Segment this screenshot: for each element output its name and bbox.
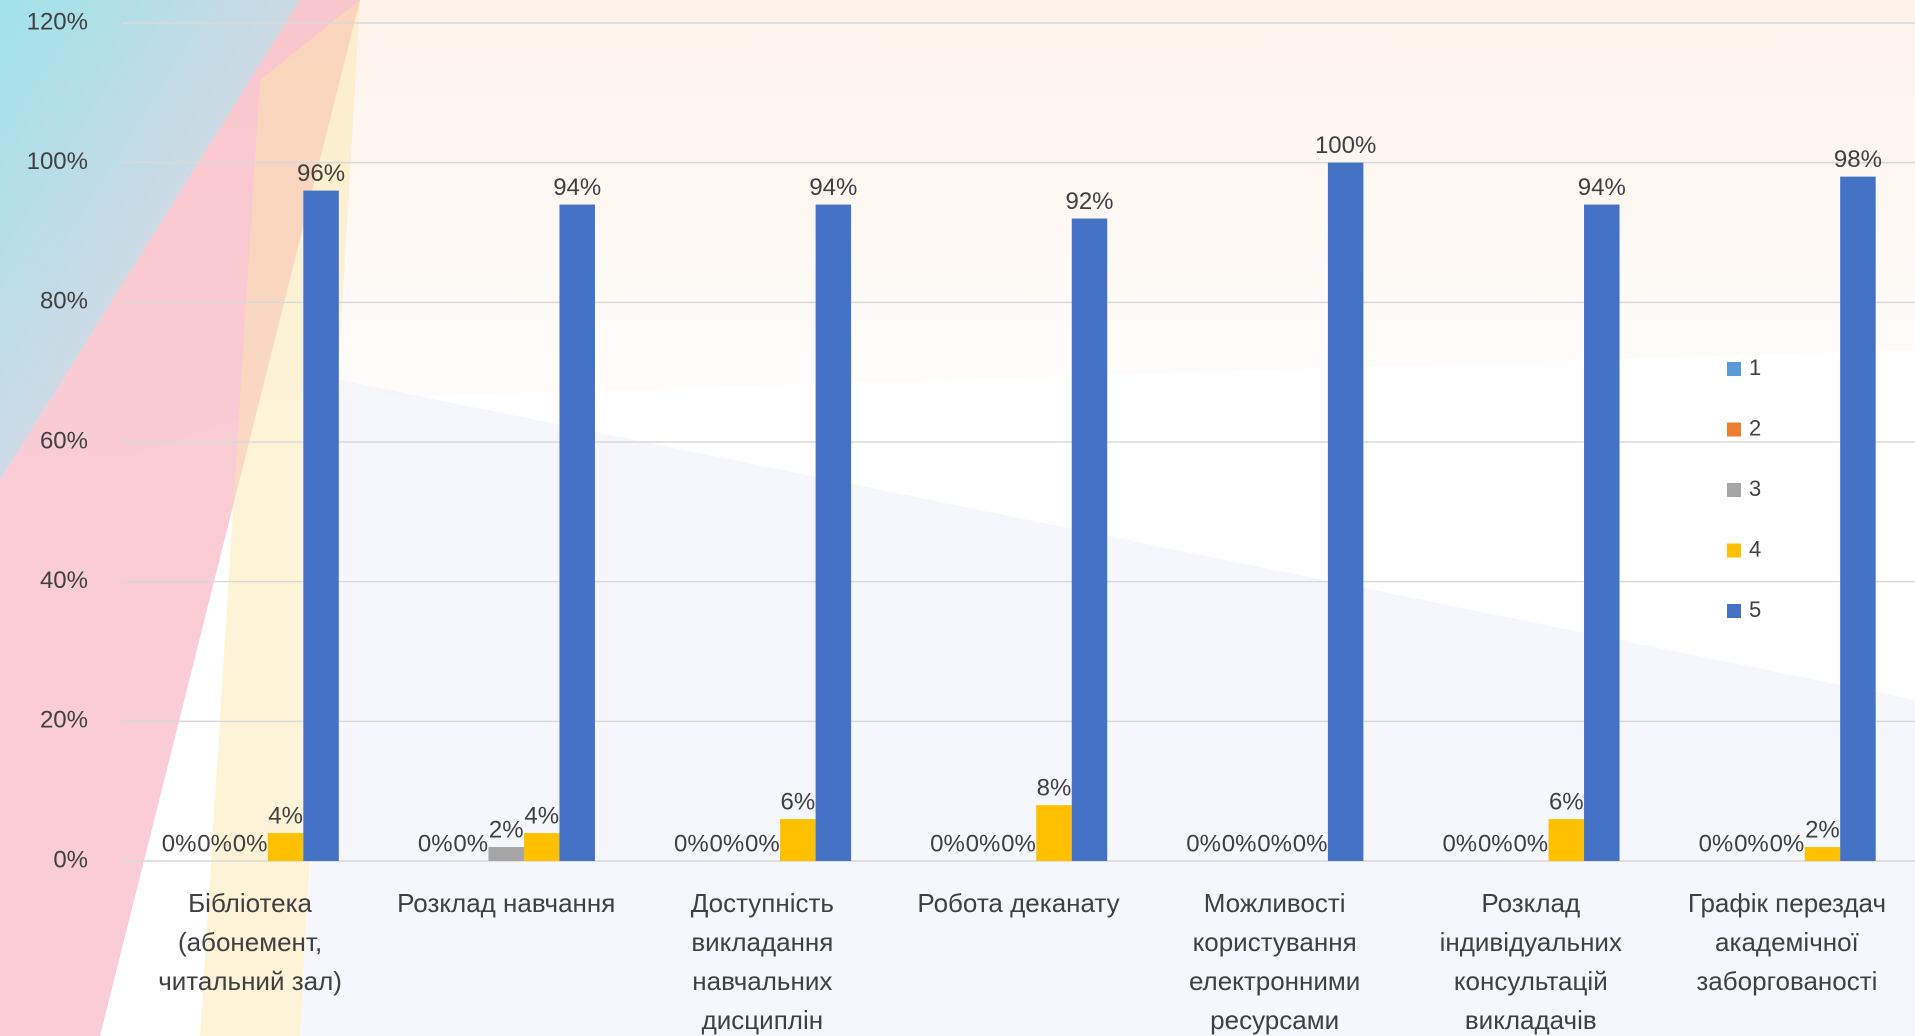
y-tick-label: 0% xyxy=(53,846,88,873)
background xyxy=(0,0,1915,1036)
data-label: 0% xyxy=(418,830,453,857)
y-tick-label: 60% xyxy=(40,427,88,454)
legend-label: 2 xyxy=(1749,415,1761,440)
data-label: 94% xyxy=(1578,174,1626,201)
legend-swatch xyxy=(1727,362,1741,376)
data-label: 0% xyxy=(1513,830,1548,857)
data-label: 4% xyxy=(268,802,303,829)
page: 0%20%40%60%80%100%120%0%0%0%4%96%0%0%2%4… xyxy=(0,0,1915,1036)
legend-swatch xyxy=(1727,604,1741,618)
bar xyxy=(1840,177,1876,861)
data-label: 0% xyxy=(233,830,268,857)
bar xyxy=(559,205,595,861)
data-label: 0% xyxy=(453,830,488,857)
x-tick-label: Бібліотека (абонемент, читальний зал) xyxy=(135,884,365,1001)
bar xyxy=(780,819,816,861)
data-label: 96% xyxy=(297,160,345,187)
y-tick-label: 100% xyxy=(27,148,88,175)
bar xyxy=(816,205,852,861)
y-tick-label: 40% xyxy=(40,567,88,594)
bar xyxy=(1805,847,1841,861)
legend-swatch xyxy=(1727,483,1741,497)
bar xyxy=(268,833,304,861)
data-label: 0% xyxy=(1293,830,1328,857)
data-label: 6% xyxy=(1549,788,1584,815)
data-label: 98% xyxy=(1834,146,1882,173)
x-tick-label: Розклад індивідуальних консультацій викл… xyxy=(1416,884,1646,1036)
bar xyxy=(1584,205,1620,861)
legend-label: 3 xyxy=(1749,476,1761,501)
data-label: 92% xyxy=(1065,188,1113,215)
data-label: 0% xyxy=(1770,830,1805,857)
data-label: 0% xyxy=(1257,830,1292,857)
data-label: 0% xyxy=(674,830,709,857)
data-label: 100% xyxy=(1315,132,1376,159)
data-label: 0% xyxy=(1186,830,1221,857)
legend-swatch xyxy=(1727,544,1741,558)
data-label: 6% xyxy=(781,788,816,815)
legend-swatch xyxy=(1727,423,1741,437)
y-tick-label: 120% xyxy=(27,8,88,35)
data-label: 94% xyxy=(809,174,857,201)
legend-label: 5 xyxy=(1749,597,1761,622)
data-label: 94% xyxy=(553,174,601,201)
data-label: 0% xyxy=(197,830,232,857)
bar xyxy=(303,191,339,861)
data-label: 0% xyxy=(745,830,780,857)
x-tick-label: Робота деканату xyxy=(904,884,1134,923)
data-label: 0% xyxy=(1442,830,1477,857)
x-tick-label: Можливості користування електронними рес… xyxy=(1160,884,1390,1036)
data-label: 0% xyxy=(1734,830,1769,857)
data-label: 0% xyxy=(1222,830,1257,857)
data-label: 2% xyxy=(489,816,524,843)
data-label: 2% xyxy=(1805,816,1840,843)
chart: 0%20%40%60%80%100%120%0%0%0%4%96%0%0%2%4… xyxy=(0,0,1915,1036)
data-label: 8% xyxy=(1037,774,1072,801)
bar xyxy=(1549,819,1585,861)
bar xyxy=(524,833,560,861)
x-tick-label: Розклад навчання xyxy=(391,884,621,923)
legend-label: 4 xyxy=(1749,536,1761,561)
y-tick-label: 20% xyxy=(40,707,88,734)
data-label: 0% xyxy=(710,830,745,857)
data-label: 0% xyxy=(1001,830,1036,857)
data-label: 0% xyxy=(930,830,965,857)
legend-label: 1 xyxy=(1749,355,1761,380)
bar xyxy=(1036,805,1072,861)
data-label: 0% xyxy=(966,830,1001,857)
bar xyxy=(1328,163,1364,861)
data-label: 0% xyxy=(1699,830,1734,857)
data-label: 0% xyxy=(1478,830,1513,857)
data-label: 0% xyxy=(162,830,197,857)
x-tick-label: Графік перездач академічної заборгованос… xyxy=(1672,884,1902,1001)
x-tick-label: Доступність викладання навчальних дисцип… xyxy=(647,884,877,1036)
bar xyxy=(1072,219,1108,861)
y-tick-label: 80% xyxy=(40,288,88,315)
data-label: 4% xyxy=(524,802,559,829)
bar xyxy=(488,847,524,861)
